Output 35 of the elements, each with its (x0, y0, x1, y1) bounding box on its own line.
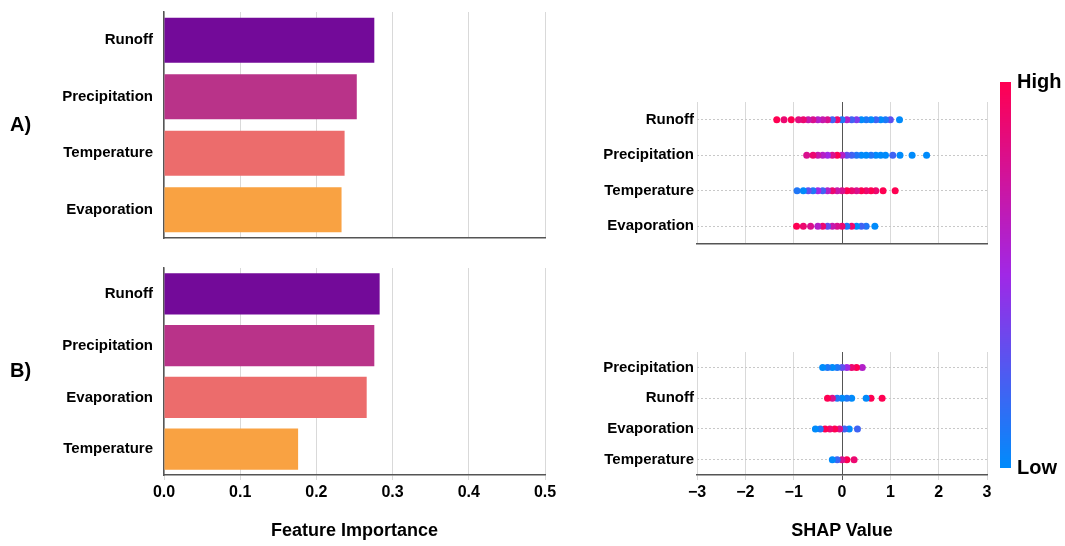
x-axis-title: Feature Importance (270, 520, 439, 541)
y-tick-label: Temperature (63, 439, 153, 457)
x-tick-label: 0.0 (152, 483, 176, 501)
y-tick-label: Precipitation (62, 86, 153, 104)
y-tick-label: Evaporation (607, 419, 694, 437)
x-tick-label: 0 (837, 483, 847, 501)
x-tick-label: −3 (687, 483, 707, 501)
y-tick-label: Evaporation (66, 199, 153, 217)
x-tick-label: 3 (982, 483, 992, 501)
y-tick-label: Runoff (645, 109, 695, 127)
color-bar-label: High (1017, 70, 1062, 93)
y-tick-label: Runoff (104, 30, 154, 48)
y-tick-label: Evaporation (66, 387, 153, 405)
y-tick-label: Runoff (645, 388, 695, 406)
x-tick-label: 0.2 (305, 483, 328, 501)
y-tick-label: Precipitation (603, 145, 694, 163)
y-tick-label: Precipitation (603, 357, 694, 375)
x-tick-label: 2 (934, 483, 944, 501)
y-tick-label: Temperature (604, 449, 694, 467)
x-tick-label: 0.1 (229, 483, 252, 501)
text: B) (10, 359, 32, 382)
y-tick-label: Temperature (604, 180, 694, 198)
x-tick-label: 1 (885, 483, 895, 501)
y-tick-label: Evaporation (607, 216, 694, 234)
x-tick-label: −2 (736, 483, 755, 501)
x-tick-label: 0.5 (533, 483, 557, 501)
color-bar-label: Low (1017, 456, 1057, 479)
x-tick-label: −1 (784, 483, 803, 501)
x-tick-label: 0.4 (457, 483, 481, 501)
y-tick-label: Temperature (63, 143, 153, 161)
x-axis-title: SHAP Value (791, 520, 893, 541)
y-tick-label: Precipitation (62, 335, 153, 353)
y-tick-label: Runoff (104, 284, 154, 302)
text: A) (10, 112, 32, 135)
x-tick-label: 0.3 (381, 483, 404, 501)
